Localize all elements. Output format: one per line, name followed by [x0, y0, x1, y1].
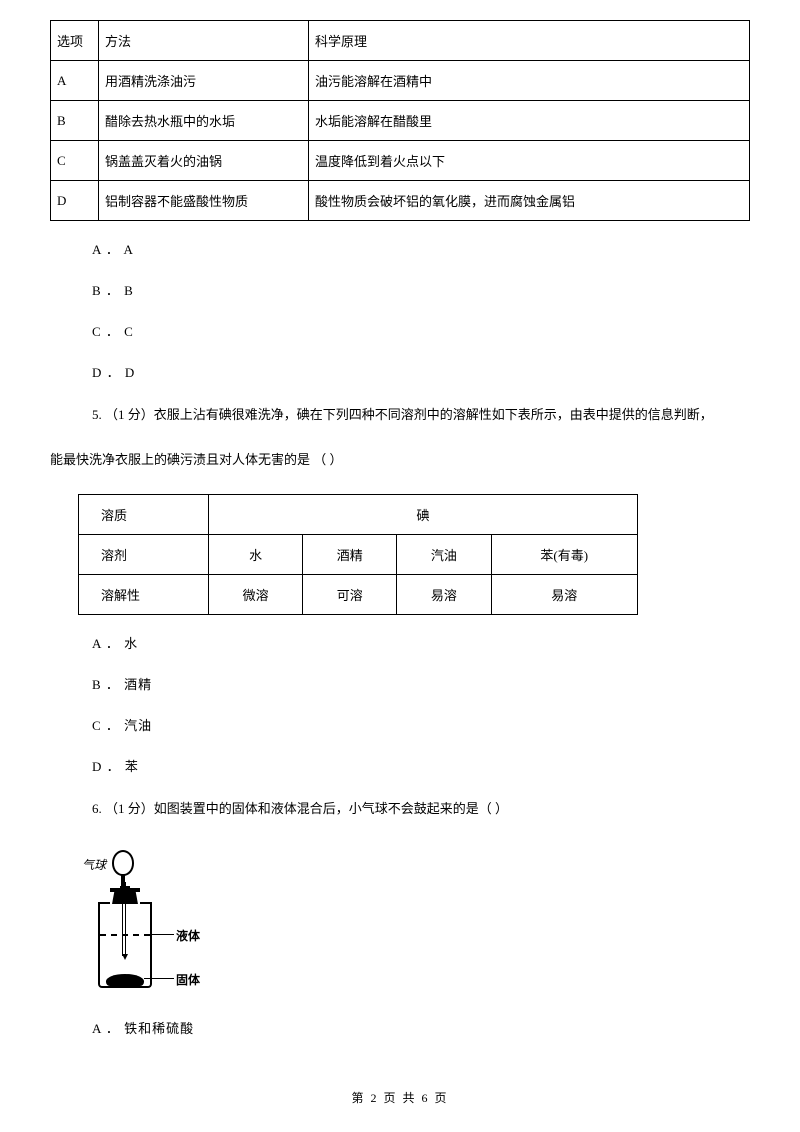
table-row: 溶质 碘: [79, 494, 638, 534]
q5-option-c: C ． 汽油: [92, 715, 750, 734]
q4-option-d: D ． D: [92, 362, 750, 381]
solid-leader-line: [144, 978, 174, 979]
row-solvent-label: 溶剂: [79, 534, 209, 574]
q4-option-b: B ． B: [92, 280, 750, 299]
apparatus-figure: 气球 液体 固体: [84, 842, 204, 1002]
q5-option-d: D ． 苯: [92, 756, 750, 775]
solubility-table: 溶质 碘 溶剂 水 酒精 汽油 苯(有毒) 溶解性 微溶 可溶 易溶 易溶: [78, 494, 638, 615]
row-solubility-label: 溶解性: [79, 574, 209, 614]
th-option: 选项: [51, 21, 99, 61]
q4-option-c: C ． C: [92, 321, 750, 340]
solid-label: 固体: [176, 971, 200, 988]
q5-option-a: A ． 水: [92, 633, 750, 652]
table-row: A 用酒精洗涤油污 油污能溶解在酒精中: [51, 61, 750, 101]
tube-tip-icon: [122, 954, 128, 960]
solid-icon: [106, 974, 144, 986]
table-row: B 醋除去热水瓶中的水垢 水垢能溶解在醋酸里: [51, 101, 750, 141]
th-principle: 科学原理: [309, 21, 750, 61]
liquid-leader-line: [150, 934, 174, 935]
q5-stem-line2: 能最快洗净衣服上的碘污渍且对人体无害的是 （ ）: [50, 448, 750, 471]
table-row: 溶剂 水 酒精 汽油 苯(有毒): [79, 534, 638, 574]
tube-icon: [122, 902, 126, 956]
table-row: C 锅盖盖灭着火的油锅 温度降低到着火点以下: [51, 141, 750, 181]
balloon-label: 气球: [82, 856, 106, 873]
th-method: 方法: [99, 21, 309, 61]
table-row: D 铝制容器不能盛酸性物质 酸性物质会破坏铝的氧化膜，进而腐蚀金属铝: [51, 181, 750, 221]
page-footer: 第 2 页 共 6 页: [0, 1089, 800, 1106]
liquid-label: 液体: [176, 927, 200, 944]
balloon-icon: [112, 850, 134, 876]
q6-option-a: A ． 铁和稀硫酸: [92, 1018, 750, 1037]
q5-option-b: B ． 酒精: [92, 674, 750, 693]
methods-table: 选项 方法 科学原理 A 用酒精洗涤油污 油污能溶解在酒精中 B 醋除去热水瓶中…: [50, 20, 750, 221]
q4-option-a: A ． A: [92, 239, 750, 258]
liquid-line: [100, 934, 150, 936]
row-solute-label: 溶质: [79, 494, 209, 534]
row-solute-value: 碘: [209, 494, 638, 534]
q5-stem-line1: 5. （1 分）衣服上沾有碘很难洗净，碘在下列四种不同溶剂中的溶解性如下表所示，…: [92, 403, 750, 426]
q6-stem: 6. （1 分）如图装置中的固体和液体混合后，小气球不会鼓起来的是（ ）: [92, 797, 750, 820]
table-row: 溶解性 微溶 可溶 易溶 易溶: [79, 574, 638, 614]
